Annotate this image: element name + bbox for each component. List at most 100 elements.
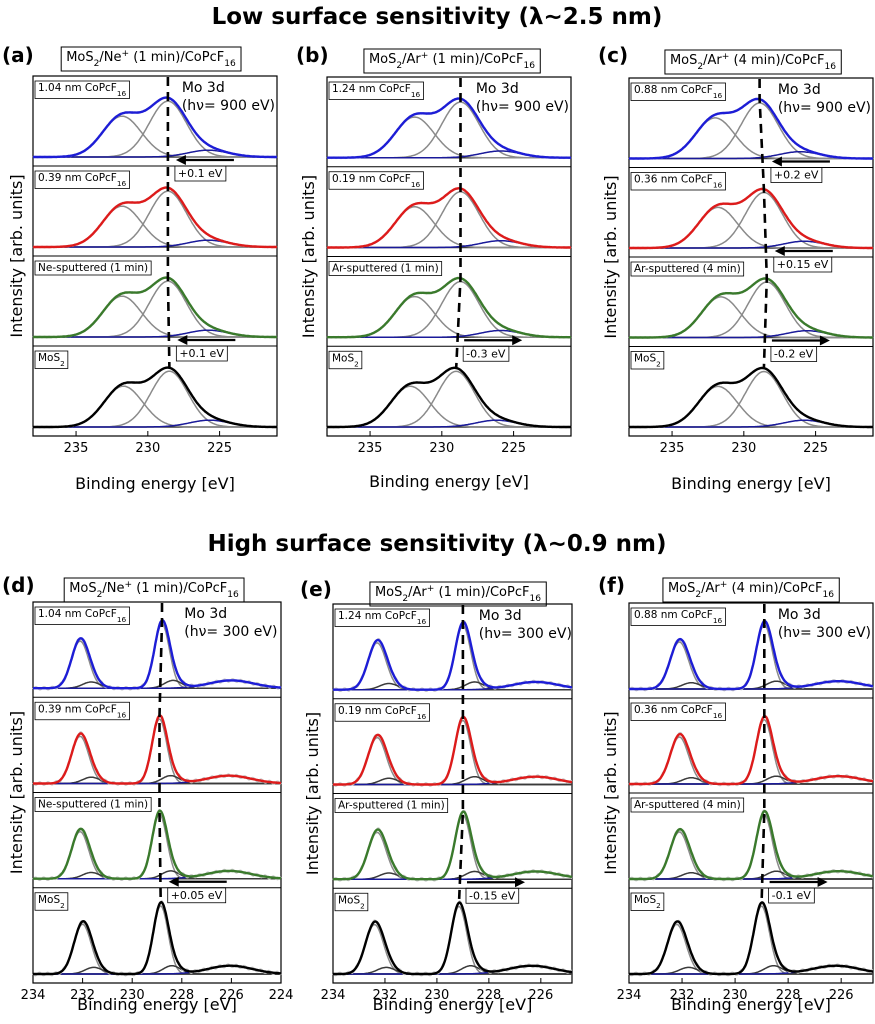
- x-axis-label: Binding energy [eV]: [671, 474, 831, 493]
- fit-envelope: [333, 901, 573, 976]
- shift-value: +0.1 eV: [178, 167, 223, 180]
- photon-energy-label: (hν= 300 eV): [184, 624, 277, 640]
- fit-component-1: [629, 814, 873, 880]
- panel-title: MoS2/Ne+ (1 min)/CoPcF16: [69, 580, 239, 600]
- panel-f: (f) MoS2/Ar+ (4 min)/CoPcF16 Binding energ…: [598, 573, 874, 1014]
- fit-envelope: [327, 97, 571, 159]
- spectrum-2: 0.36 nm CoPcF16: [628, 172, 874, 250]
- x-axis-label: Binding energy [eV]: [77, 995, 237, 1014]
- heading-low-sensitivity: Low surface sensitivity (λ~2.5 nm): [212, 4, 663, 30]
- panel-label: (c): [598, 43, 628, 67]
- shift-arrowhead: [514, 877, 525, 888]
- y-axis-label: Intensity [arb. units]: [299, 175, 318, 338]
- peak-guide-line: [166, 77, 171, 368]
- spectrum-4: MoS2: [32, 350, 278, 429]
- shift-value-box: [167, 887, 227, 904]
- spectrum-1: 1.04 nm CoPcF16: [32, 606, 282, 691]
- fit-envelope: [33, 186, 277, 249]
- fit-envelope: [33, 276, 277, 339]
- spectrum-label-box: [34, 80, 130, 99]
- shift-value: +0.1 eV: [179, 347, 224, 360]
- panel-label: (e): [300, 577, 332, 601]
- shift-annotation-3: -0.2 eV: [770, 335, 830, 362]
- shift-value-box: [768, 887, 815, 904]
- fit-component-2: [327, 206, 571, 249]
- panel-b: (b) MoS2/Ar+ (1 min)/CoPcF16 Binding energ…: [296, 43, 572, 491]
- spectrum-label: 1.04 nm CoPcF16: [38, 82, 127, 98]
- shift-value-box: [770, 167, 823, 183]
- spectrum-1: 1.04 nm CoPcF16: [32, 80, 278, 159]
- x-tick-label: 225: [803, 441, 828, 456]
- shift-annotation-1: +0.05 eV: [167, 876, 227, 904]
- fit-component-1: [33, 370, 277, 428]
- shift-annotation-1: -0.1 eV: [768, 877, 828, 904]
- spectrum-2: 0.19 nm CoPcF16: [332, 703, 573, 787]
- shift-value-box: [770, 346, 818, 362]
- spectrum-label: 0.19 nm CoPcF16: [332, 173, 421, 189]
- fit-envelope: [629, 187, 873, 250]
- shift-value: +0.15 eV: [777, 258, 829, 271]
- spectrum-label-box: [630, 797, 745, 813]
- fit-component-2: [629, 296, 873, 339]
- panel-d: (d) MoS2/Ne+ (1 min)/CoPcF16 Binding energ…: [2, 573, 293, 1014]
- y-axis-label: Intensity [arb. units]: [303, 712, 322, 875]
- shift-value: +0.05 eV: [171, 889, 223, 902]
- raw-data: [32, 714, 282, 786]
- peak-guide-line: [158, 603, 164, 903]
- spectrum-label: 1.04 nm CoPcF16: [38, 608, 127, 624]
- panel-label: (a): [2, 43, 34, 67]
- spectrum-1: 0.88 nm CoPcF16: [628, 82, 874, 160]
- spectrum-label: 0.39 nm CoPcF16: [38, 172, 127, 188]
- spectrum-label-box: [630, 351, 665, 370]
- core-level-label: Mo 3d: [778, 82, 821, 98]
- spectrum-3: Ne-sputtered (1 min): [32, 797, 282, 882]
- fit-component-1: [333, 905, 572, 975]
- y-axis-label: Intensity [arb. units]: [7, 711, 26, 874]
- peak-guide-line: [760, 604, 766, 903]
- core-level-label: Mo 3d: [476, 81, 519, 97]
- shift-value-box: [773, 256, 833, 273]
- x-tick-label: 228: [476, 988, 501, 1003]
- shift-annotation-1: -0.3 eV: [462, 335, 523, 362]
- spectrum-label-box: [328, 261, 443, 276]
- x-tick-label: 235: [64, 441, 89, 456]
- spectrum-label: 0.36 nm CoPcF16: [634, 704, 723, 720]
- panel-title-box: [369, 581, 547, 607]
- spectrum-label-box: [334, 703, 430, 722]
- spectrum-label-box: [630, 172, 726, 191]
- y-axis-label: Intensity [arb. units]: [7, 174, 26, 337]
- x-axis-label: Binding energy [eV]: [75, 474, 235, 493]
- spectrum-4: MoS2: [32, 892, 282, 977]
- spectrum-label-box: [630, 702, 726, 721]
- x-tick-label: 230: [120, 988, 145, 1003]
- fit-component-1: [33, 190, 277, 248]
- x-tick-label: 230: [429, 441, 454, 456]
- x-tick-label: 232: [70, 988, 95, 1003]
- fit-component-2: [33, 385, 277, 428]
- spectrum-1: 0.88 nm CoPcF16: [628, 607, 874, 692]
- spectrum-label-box: [34, 170, 130, 189]
- panel-title: MoS2/Ar+ (4 min)/CoPcF16: [670, 52, 836, 72]
- fit-envelope: [333, 715, 573, 786]
- x-tick-label: 235: [660, 441, 685, 456]
- raw-data: [628, 366, 874, 429]
- spectrum-label: MoS2: [634, 894, 661, 910]
- shift-arrowhead: [168, 876, 179, 887]
- fit-component-1: [629, 191, 873, 249]
- spectrum-4: MoS2: [332, 892, 573, 977]
- x-tick-label: 232: [670, 988, 695, 1003]
- spectrum-1: 1.24 nm CoPcF16: [326, 81, 572, 160]
- raw-data: [628, 187, 874, 250]
- x-tick-label: 226: [219, 988, 244, 1003]
- fit-envelope: [629, 366, 873, 429]
- fit-envelope: [629, 809, 874, 881]
- peak-guide-line: [457, 605, 465, 903]
- peak-guide-line: [758, 79, 769, 369]
- spectrum-4: MoS2: [628, 892, 874, 977]
- spectrum-label: MoS2: [338, 894, 365, 910]
- fit-envelope: [629, 901, 874, 976]
- x-tick-label: 230: [731, 441, 756, 456]
- photon-energy-label: (hν= 300 eV): [778, 625, 871, 641]
- fit-envelope: [629, 277, 873, 339]
